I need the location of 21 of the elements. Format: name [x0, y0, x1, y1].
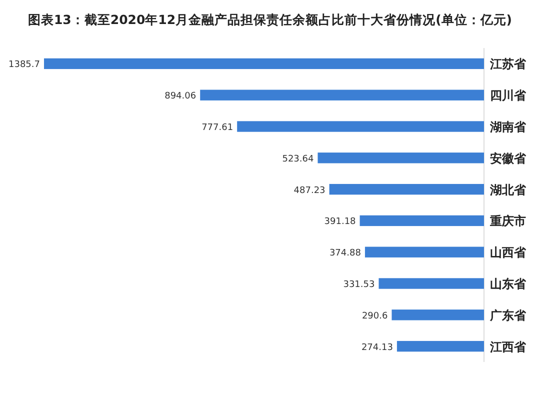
- category-label: 重庆市: [490, 214, 526, 228]
- data-label: 274.13: [361, 342, 393, 353]
- data-label: 391.18: [324, 217, 356, 228]
- category-label: 四川省: [490, 88, 526, 103]
- category-label: 山西省: [490, 246, 526, 260]
- data-label: 523.64: [282, 154, 314, 164]
- category-label: 山东省: [490, 277, 526, 291]
- data-label: 290.6: [362, 311, 388, 322]
- data-label: 487.23: [294, 186, 326, 196]
- category-label: 广东省: [490, 308, 526, 322]
- category-label: 湖北省: [490, 182, 526, 197]
- category-label: 安徽省: [490, 151, 526, 166]
- category-label: 江西省: [490, 340, 526, 354]
- category-label: 湖南省: [490, 120, 526, 134]
- data-label: 1385.7: [8, 60, 40, 70]
- data-label: 894.06: [164, 92, 196, 102]
- data-label: 374.88: [329, 248, 361, 259]
- title: 图表13：截至2020年12月金融产品担保责任余额占比前十大省份情况(单位：亿元): [28, 12, 512, 27]
- data-label: 331.53: [343, 280, 375, 290]
- category-label: 江苏省: [490, 57, 526, 72]
- data-label: 777.61: [202, 123, 234, 133]
